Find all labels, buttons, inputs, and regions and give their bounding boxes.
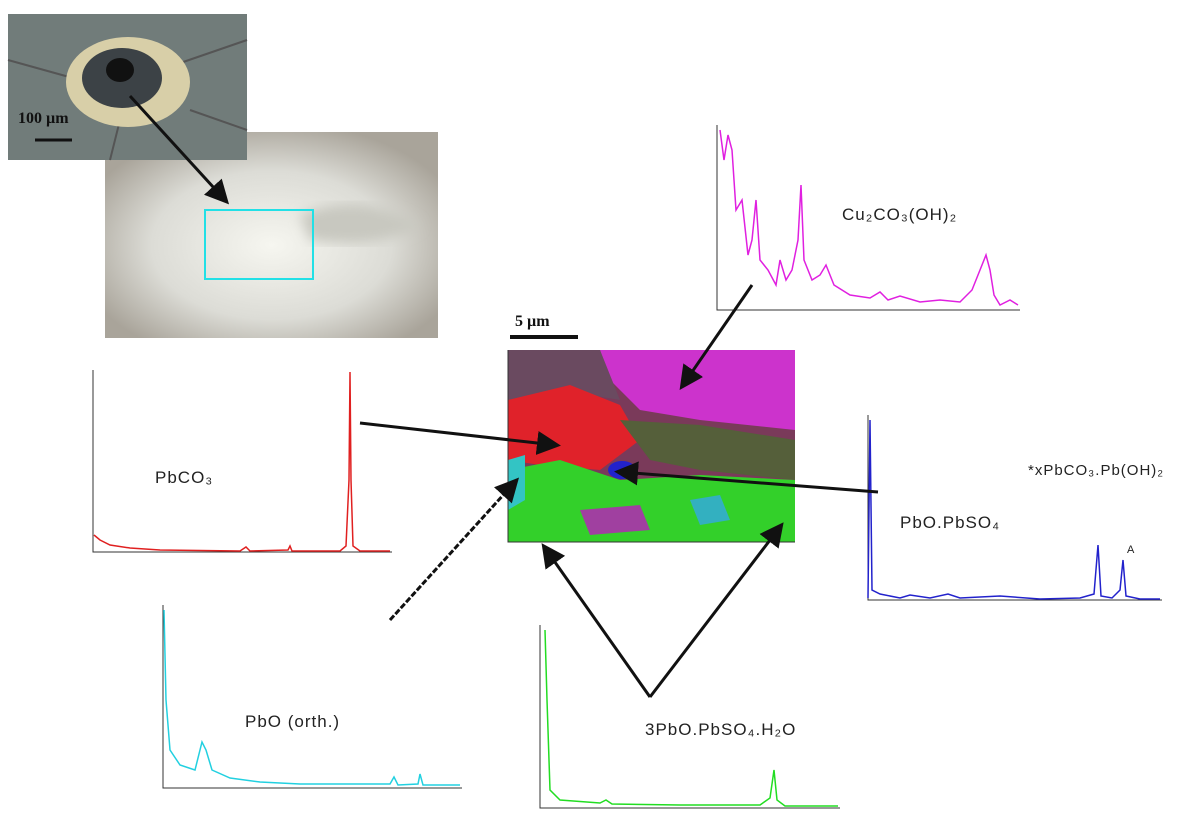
spectrum: PbO.PbSO₄ *xPbCO₃.Pb(OH)₂ A: [867, 415, 1164, 601]
raman-map: 5 µm: [507, 313, 795, 543]
arrow: [388, 477, 520, 622]
arrow: [648, 522, 784, 698]
spectrum: PbO (orth.): [162, 605, 462, 789]
spectrum: PbCO₃: [92, 370, 392, 553]
peak-annotation: A: [1127, 544, 1135, 556]
arrow: [128, 94, 230, 205]
spectrum: Cu₂CO₃(OH)₂: [716, 125, 1020, 311]
spectrum-label: Cu₂CO₃(OH)₂: [842, 205, 957, 224]
arrow: [541, 543, 652, 698]
arrow: [614, 461, 879, 494]
spectrum-label: PbCO₃: [155, 468, 213, 487]
spectrum-label: PbO.PbSO₄: [900, 513, 1000, 532]
arrow: [359, 421, 561, 455]
spectrum: 3PbO.PbSO₄.H₂O: [539, 625, 840, 809]
spectrum-label: PbO (orth.): [245, 712, 340, 731]
spectrum-label: 3PbO.PbSO₄.H₂O: [645, 720, 796, 739]
scale-bar-label: 5 µm: [515, 313, 550, 330]
arrow: [679, 284, 754, 390]
micrograph-zoom: [105, 132, 438, 338]
scale-bar-label: 100 µm: [18, 110, 69, 127]
spectrum-label: *xPbCO₃.Pb(OH)₂: [1028, 462, 1164, 479]
roi-box: [204, 209, 314, 280]
micrograph: 100 µm: [7, 14, 248, 161]
